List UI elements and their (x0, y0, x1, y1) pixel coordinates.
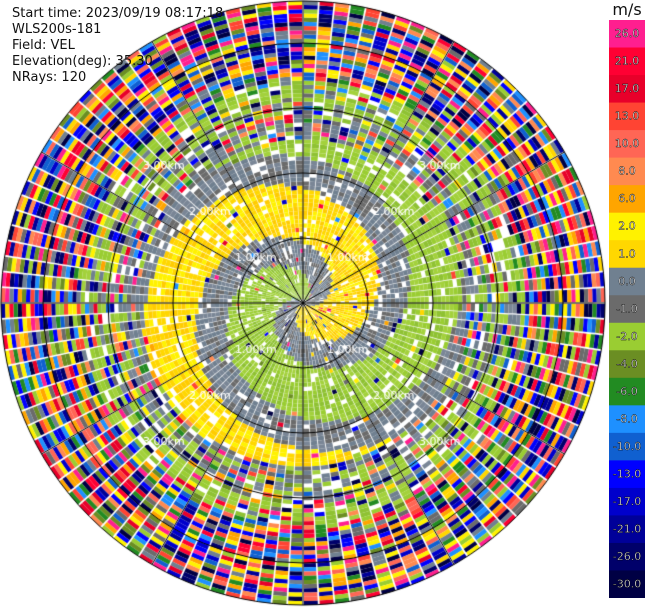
colorbar-swatch (609, 130, 645, 159)
colorbar-label: -10.0 (613, 440, 641, 453)
colorbar-label: 0.0 (618, 275, 636, 288)
colorbar-label: 26.0 (615, 27, 640, 40)
colorbar-label: 10.0 (615, 137, 640, 150)
nrays-text: NRays: 120 (12, 70, 87, 85)
colorbar-swatch (609, 240, 645, 269)
colorbar-label: 6.0 (618, 192, 636, 205)
colorbar-label: -6.0 (616, 385, 637, 398)
radar-ppi-plot (0, 0, 607, 607)
colorbar-swatch (609, 377, 645, 406)
colorbar-swatch (609, 487, 645, 516)
colorbar-swatch (609, 322, 645, 351)
colorbar-label: 1.0 (618, 247, 636, 260)
colorbar-swatch (609, 102, 645, 131)
field-text: Field: VEL (12, 38, 75, 53)
colorbar-label: -17.0 (613, 495, 641, 508)
elevation-text: Elevation(deg): 35.30 (12, 54, 153, 69)
scan-info-panel: Start time: 2023/09/19 08:17:18 WLS200s-… (12, 6, 223, 86)
colorbar-label: -2.0 (616, 330, 637, 343)
colorbar-unit: m/s (612, 0, 642, 19)
velocity-colorbar: 26.0 21.0 17.0 13.0 10.0 8.0 6.0 2.0 1.0 0.0 -1.0 -… (609, 20, 645, 598)
colorbar-label: -1.0 (616, 302, 637, 315)
instrument-text: WLS200s-181 (12, 22, 102, 37)
colorbar-swatch (609, 405, 645, 434)
colorbar-label: -21.0 (613, 522, 641, 535)
colorbar-label: -4.0 (616, 357, 637, 370)
colorbar-swatch (609, 570, 645, 598)
colorbar-swatch (609, 350, 645, 379)
colorbar-swatch (609, 157, 645, 186)
colorbar-swatch (609, 212, 645, 241)
colorbar-label: 2.0 (618, 220, 636, 233)
colorbar-swatch (609, 515, 645, 544)
colorbar-label: -8.0 (616, 412, 637, 425)
colorbar-label: 21.0 (615, 55, 640, 68)
colorbar-swatch (609, 20, 645, 49)
colorbar-swatch (609, 47, 645, 76)
colorbar-swatch (609, 185, 645, 214)
colorbar-swatch (609, 432, 645, 461)
colorbar-swatch (609, 460, 645, 489)
colorbar-label: -13.0 (613, 467, 641, 480)
colorbar-label: 8.0 (618, 165, 636, 178)
colorbar-swatch (609, 75, 645, 104)
colorbar-swatch (609, 295, 645, 324)
colorbar-swatch (609, 267, 645, 296)
colorbar-label: 17.0 (615, 82, 640, 95)
colorbar-label: -26.0 (613, 550, 641, 563)
colorbar-label: -30.0 (613, 578, 641, 591)
start-time-text: Start time: 2023/09/19 08:17:18 (12, 6, 224, 21)
colorbar-swatch (609, 542, 645, 571)
colorbar-label: 13.0 (615, 110, 640, 123)
